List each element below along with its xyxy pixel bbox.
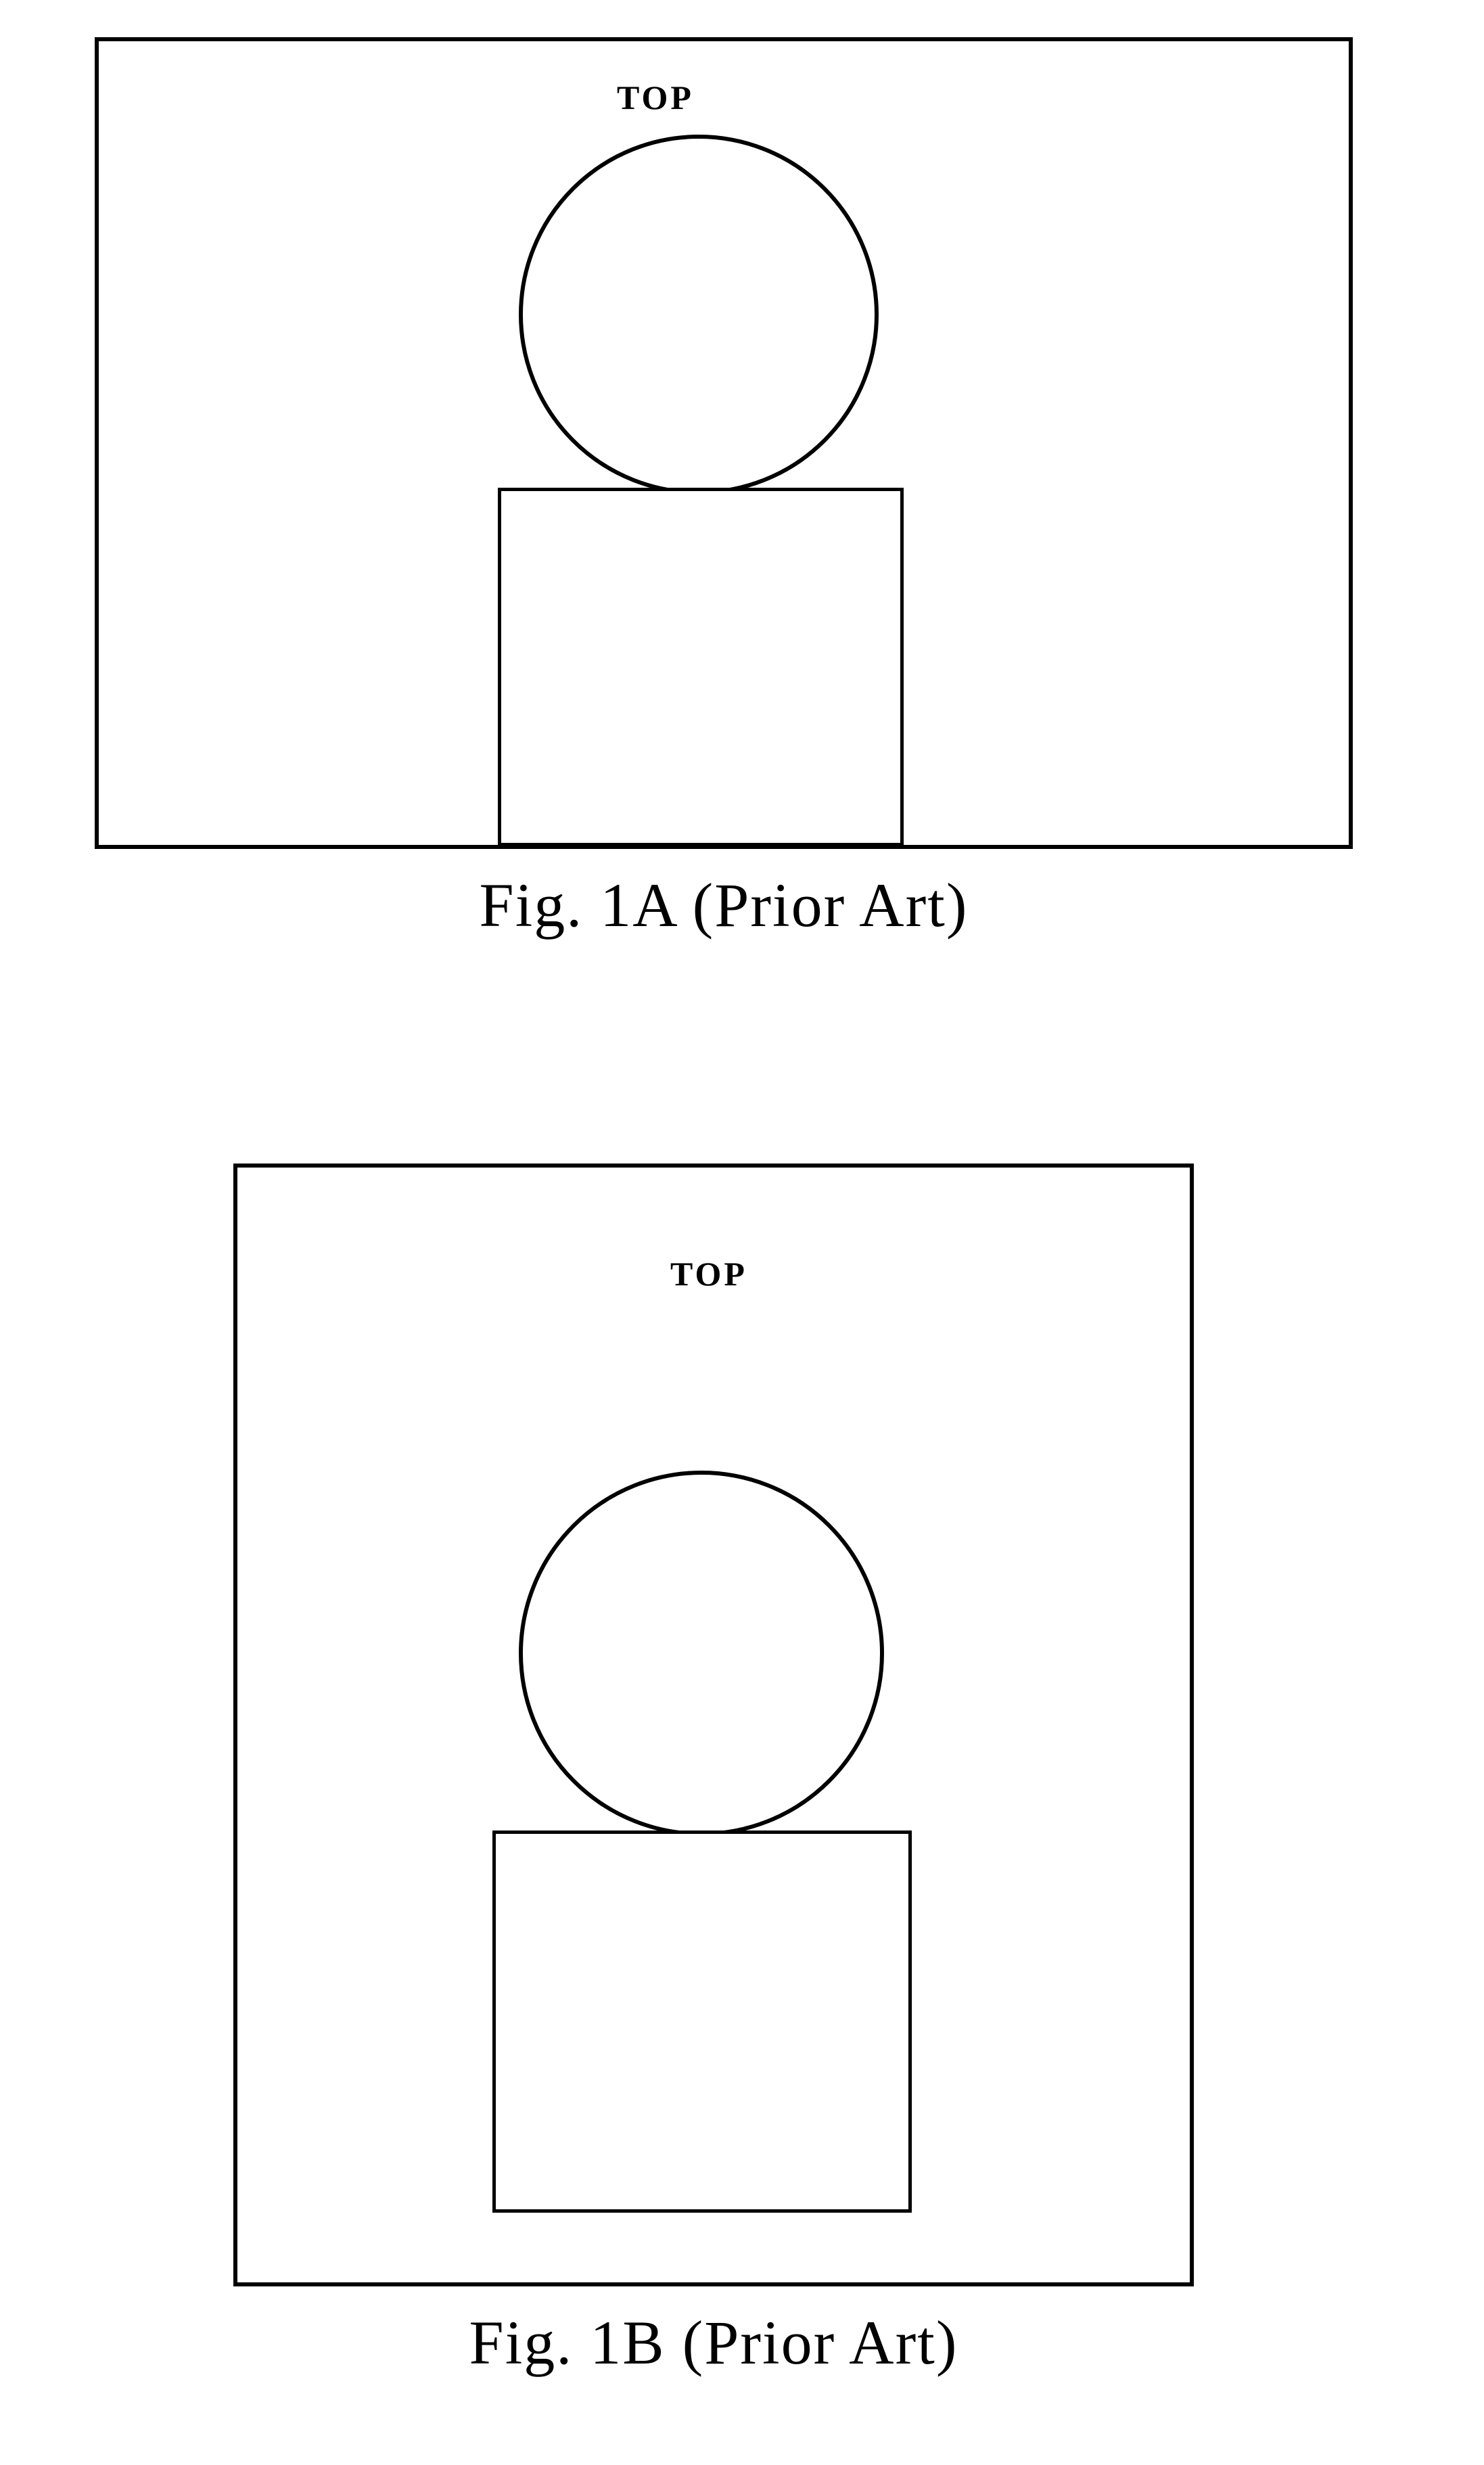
figure-1b-caption: Fig. 1B (Prior Art): [233, 2307, 1194, 2378]
figure-1a-outer-box: TOP: [95, 37, 1353, 849]
figure-1a-container: TOP Fig. 1A (Prior Art): [95, 37, 1353, 941]
figure-1b-square: [492, 1830, 912, 2213]
figure-1a-square: [498, 488, 904, 846]
figure-1b-container: TOP Fig. 1B (Prior Art): [233, 1164, 1194, 2378]
figure-1a-caption: Fig. 1A (Prior Art): [95, 869, 1353, 941]
figure-1a-top-label: TOP: [617, 78, 694, 117]
figure-1b-top-label: TOP: [670, 1254, 747, 1293]
figure-1b-outer-box: TOP: [233, 1164, 1194, 2286]
figure-1a-circle: [519, 135, 879, 494]
figure-1b-circle: [519, 1471, 884, 1836]
